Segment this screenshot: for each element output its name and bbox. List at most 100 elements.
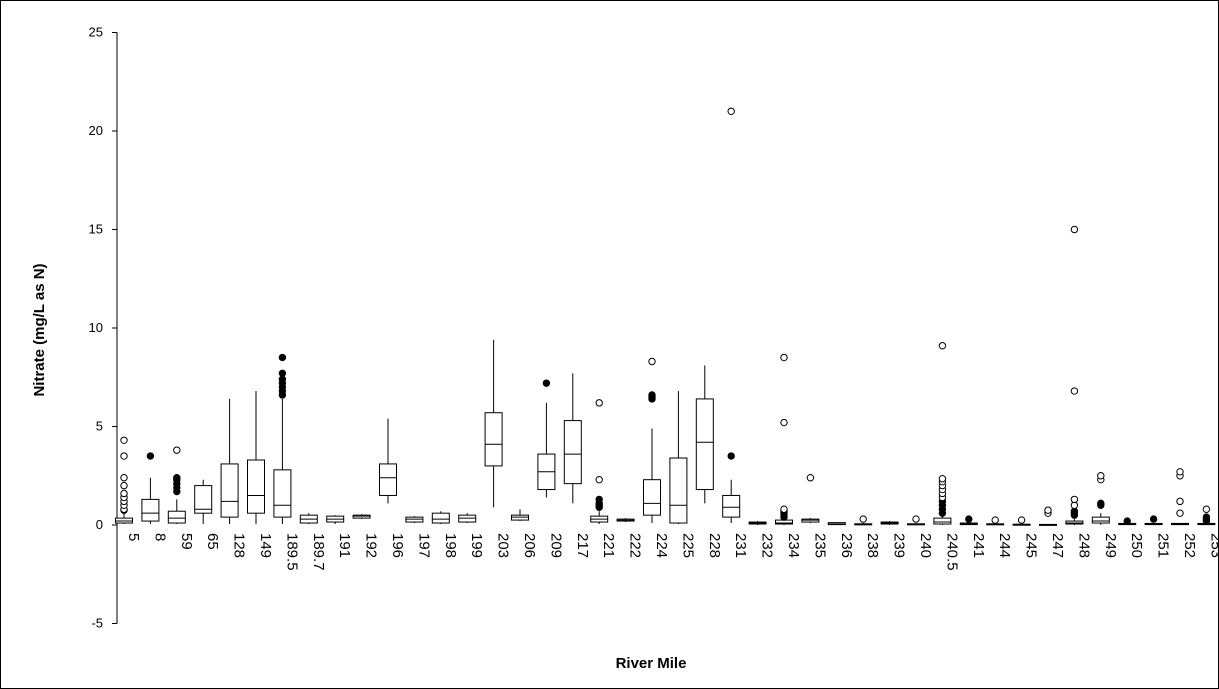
x-tick-label: 197 [415,533,432,558]
box-199 [458,513,477,524]
box-iqr [1091,516,1110,524]
x-tick-label: 206 [521,533,538,558]
box-245 [1012,516,1031,526]
box-209 [537,379,556,498]
x-tick-label: 244 [996,533,1013,558]
outlier-open [938,342,947,350]
box-iqr [431,512,450,524]
x-tick-label: 203 [495,533,512,558]
box-235 [801,474,820,524]
box-240 [907,515,925,526]
box-221 [590,399,609,525]
box-128 [220,398,239,525]
outlier-open [1044,506,1052,514]
box-251 [1144,515,1163,526]
outlier-open [595,399,603,407]
outlier-open [1202,505,1211,513]
outlier-open [1097,472,1105,480]
x-tick-label: 245 [1023,533,1040,558]
box-248 [1065,225,1084,525]
box-iqr [141,498,160,522]
box-iqr [247,459,265,514]
outlier-open [780,353,788,362]
box-iqr [379,463,397,496]
x-tick-label: 209 [547,533,564,558]
box-240.5 [933,342,952,525]
outlier-open [120,489,128,498]
x-axis-tick-labels: 5 8 59 65 128 149 189.5 189.7 191 192 196 197 198 199… [125,533,1219,571]
outlier-filled [278,369,287,378]
outlier-filled [1149,515,1158,523]
box-5 [115,436,133,525]
box-iqr [167,510,186,524]
box-250 [1118,517,1137,526]
outlier-filled [278,353,287,362]
x-tick-label: 236 [838,533,855,558]
x-tick-label: 225 [679,533,696,558]
box-iqr [484,412,503,467]
outlier-open [912,515,920,523]
box-65 [194,479,213,525]
outlier-filled [146,452,155,460]
box-228 [695,365,714,504]
box-241 [959,515,978,526]
y-tick-label: 5 [96,419,103,434]
box-iqr [220,463,239,518]
box-252 [1171,468,1189,526]
box-222 [616,518,635,523]
x-tick-label: 191 [336,533,353,558]
box-iqr [933,517,952,525]
x-tick-label: 235 [811,533,828,558]
outlier-filled [648,391,656,399]
box-series [115,107,1216,526]
x-tick-label: 240.5 [943,533,960,571]
box-189.7 [299,513,318,525]
outlier-filled [595,495,603,504]
outlier-open [120,436,128,444]
box-iqr [695,398,714,491]
outlier-open [1070,387,1079,395]
outlier-filled [1097,499,1105,508]
outlier-open [1017,516,1026,524]
x-tick-label: 249 [1102,533,1119,558]
box-191 [326,515,345,525]
outlier-open [173,446,181,454]
box-239 [880,521,899,525]
x-tick-label: 59 [178,533,195,550]
x-tick-label: 8 [151,533,168,541]
x-tick-label: 239 [891,533,908,558]
box-203 [484,339,503,508]
y-tick-label: 25 [89,25,103,40]
y-tick-label: 10 [89,320,103,335]
outlier-filled [1202,513,1211,521]
y-tick-label: 15 [89,222,103,237]
x-tick-label: 65 [204,533,221,550]
box-iqr [194,485,213,514]
outlier-open [120,452,128,460]
outlier-open [595,475,603,484]
x-tick-label: 222 [627,533,644,558]
outlier-filled [173,474,181,482]
box-8 [141,452,160,525]
outlier-filled [1123,517,1131,525]
box-149 [247,391,265,525]
x-tick-label: 189.5 [283,533,300,571]
outlier-open [991,516,999,524]
x-tick-label: 128 [231,533,248,558]
outlier-open [780,505,788,513]
outlier-open [938,475,947,483]
x-tick-label: 149 [257,533,274,558]
outlier-filled [965,515,973,523]
box-236 [827,522,846,526]
x-tick-label: 196 [389,533,406,558]
box-189.5 [273,353,292,525]
box-196 [379,418,397,504]
x-tick-label: 5 [125,533,142,541]
x-tick-label: 238 [864,533,881,558]
x-tick-label: 251 [1155,533,1172,558]
outlier-open [1070,495,1079,504]
box-198 [431,511,450,525]
box-249 [1091,472,1110,525]
box-iqr [563,420,582,485]
